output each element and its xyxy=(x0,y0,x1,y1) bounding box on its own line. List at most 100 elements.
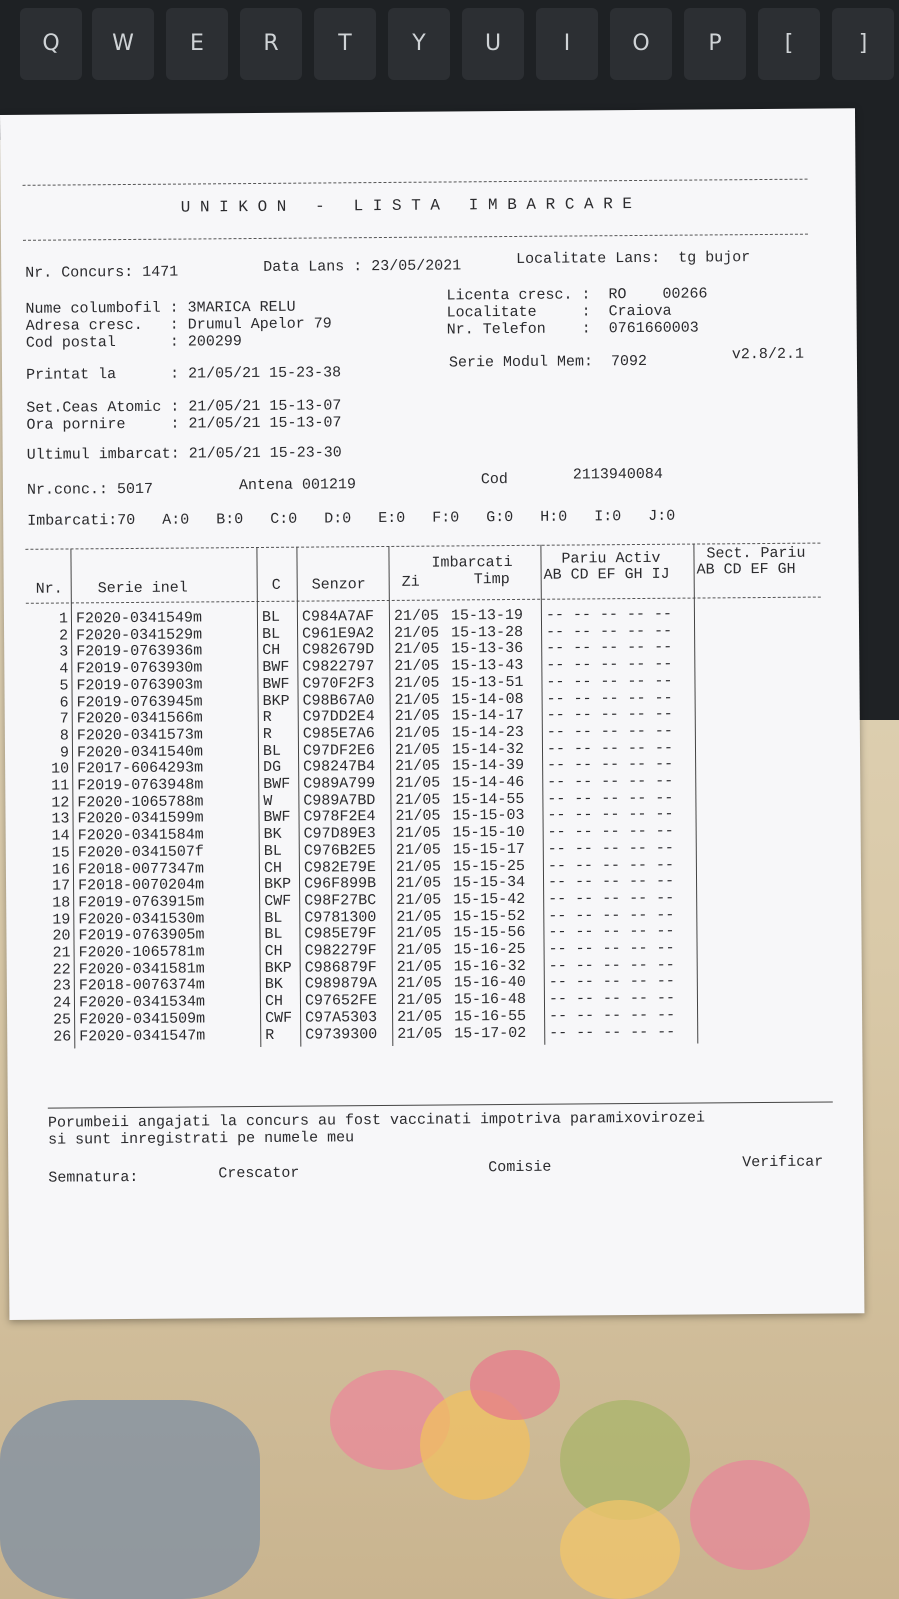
cloth-flower xyxy=(560,1500,680,1599)
table-cell: 15-15-34 xyxy=(452,874,526,892)
table-cell: -- -- -- -- -- xyxy=(546,722,673,741)
table-cell: C97652FE xyxy=(304,992,378,1010)
table-cell: 21/05 xyxy=(393,607,440,625)
table-cell: 15-14-23 xyxy=(451,723,524,742)
table-cell: 18 xyxy=(52,894,71,912)
table-cell: C97DF2E6 xyxy=(302,741,376,760)
table-cell: 13 xyxy=(51,810,70,829)
table-cell: 15-17-02 xyxy=(454,1024,527,1042)
table-cell: 21/05 xyxy=(395,841,441,859)
col-header: C xyxy=(271,576,281,594)
col-header: Pariu Activ xyxy=(561,549,661,568)
table-cell: -- -- -- -- -- xyxy=(548,889,675,908)
table-cell: 14 xyxy=(51,827,70,845)
table-cell: 21/05 xyxy=(396,908,442,926)
table-cell: CH xyxy=(263,859,283,877)
table-cell: 15-16-48 xyxy=(453,990,527,1009)
table-cell: C985E79F xyxy=(304,925,377,943)
table-cell: R xyxy=(265,1026,275,1044)
table-cell: 12 xyxy=(51,794,70,812)
info: Nr. Telefon : 0761660003 xyxy=(446,319,699,339)
info: Cod postal : 200299 xyxy=(25,333,242,352)
table-cell: F2020-0341547m xyxy=(79,1026,206,1045)
table-cell: BWF xyxy=(263,775,291,793)
column-line xyxy=(256,546,262,1047)
table-cell: BWF xyxy=(262,658,290,677)
table-cell: C984A7AF xyxy=(301,608,375,626)
table-cell: W xyxy=(263,792,273,810)
info: Nr. Concurs: 1471 xyxy=(25,263,179,282)
table-cell: C98B67A0 xyxy=(302,691,375,710)
table-cell: 26 xyxy=(53,1027,72,1046)
keyboard-key: R xyxy=(240,8,302,80)
table-cell: BWF xyxy=(263,809,291,827)
footer-text: Semnatura: xyxy=(48,1168,139,1187)
table-cell: 5 xyxy=(59,677,69,695)
col-header: Zi xyxy=(401,573,420,591)
table-cell: 19 xyxy=(52,911,71,929)
info: Antena 001219 xyxy=(238,476,357,495)
table-cell: 21/05 xyxy=(397,1008,443,1026)
column-line xyxy=(388,545,394,1046)
table-cell: CWF xyxy=(265,1009,293,1027)
info: Licenta cresc. : RO 00266 xyxy=(446,285,708,305)
table-cell: 15-14-08 xyxy=(451,690,524,708)
keyboard-key: U xyxy=(462,8,524,80)
keyboard-key: W xyxy=(92,8,154,80)
info: Serie Modul Mem: 7092 xyxy=(448,352,648,372)
table-cell: CWF xyxy=(264,892,292,910)
table-cell: -- -- -- -- -- xyxy=(547,839,674,858)
keyboard-key: P xyxy=(684,8,746,80)
table-cell: BL xyxy=(262,742,282,760)
table-cell: F2020-0341509m xyxy=(79,1010,206,1029)
footer-text: Verificar xyxy=(742,1153,824,1172)
table-cell: 15-14-17 xyxy=(451,707,524,725)
table-cell: C982679D xyxy=(302,641,375,660)
cloth-flower xyxy=(470,1350,560,1420)
rule xyxy=(25,596,821,604)
table-cell: 15-15-52 xyxy=(453,907,526,926)
info: 2113940084 xyxy=(572,465,663,484)
keyboard-key: E xyxy=(166,8,228,80)
keyboard-key: [ xyxy=(758,8,820,80)
table-cell: -- -- -- -- -- xyxy=(547,822,674,841)
table-cell: -- -- -- -- -- xyxy=(547,772,674,791)
keyboard-key: I xyxy=(536,8,598,80)
table-cell: BK xyxy=(264,976,283,994)
table-cell: BL xyxy=(261,608,281,626)
table-cell: 10 xyxy=(51,760,70,778)
table-cell: F2019-0763930m xyxy=(76,659,203,678)
table-cell: -- -- -- -- -- xyxy=(545,605,673,624)
table-cell: 21/05 xyxy=(396,958,442,976)
table-cell: 20 xyxy=(52,927,71,945)
keyboard-key: Y xyxy=(388,8,450,80)
col-header: Senzor xyxy=(311,576,366,594)
table-cell: 24 xyxy=(52,994,72,1012)
table-cell: BWF xyxy=(262,675,290,693)
table-cell: 15-15-25 xyxy=(452,857,525,875)
footer-text: Crescator xyxy=(218,1164,300,1183)
table-cell: 21/05 xyxy=(395,824,441,843)
info: Nr.conc.: 5017 xyxy=(26,480,154,499)
keyboard-key: O xyxy=(610,8,672,80)
table-cell: -- -- -- -- -- xyxy=(546,655,673,674)
table-cell: C98247B4 xyxy=(303,758,376,776)
col-header: Nr. xyxy=(35,580,63,598)
column-line xyxy=(70,548,76,1049)
table-cell: C986879F xyxy=(304,958,377,977)
table-cell: 15-15-42 xyxy=(453,890,526,909)
title: U N I K O N - L I S T A I M B A R C A R … xyxy=(180,195,633,217)
table-cell: 21/05 xyxy=(395,774,441,792)
col-header: AB CD EF GH xyxy=(696,560,796,579)
table-cell: 21/05 xyxy=(397,1025,443,1043)
table-cell: F2020-1065781m xyxy=(78,943,205,962)
table-cell: C985E7A6 xyxy=(302,724,375,743)
table-cell: C9739300 xyxy=(305,1025,378,1044)
table-cell: F2020-0341507f xyxy=(77,843,204,862)
table-cell: F2019-0763915m xyxy=(78,893,205,912)
table-cell: 15-15-10 xyxy=(452,823,525,842)
keyboard-key: ] xyxy=(832,8,894,80)
table-cell: F2020-0341549m xyxy=(75,609,203,628)
table-cell: 21/05 xyxy=(395,874,442,893)
table-cell: C97A5303 xyxy=(305,1008,378,1027)
